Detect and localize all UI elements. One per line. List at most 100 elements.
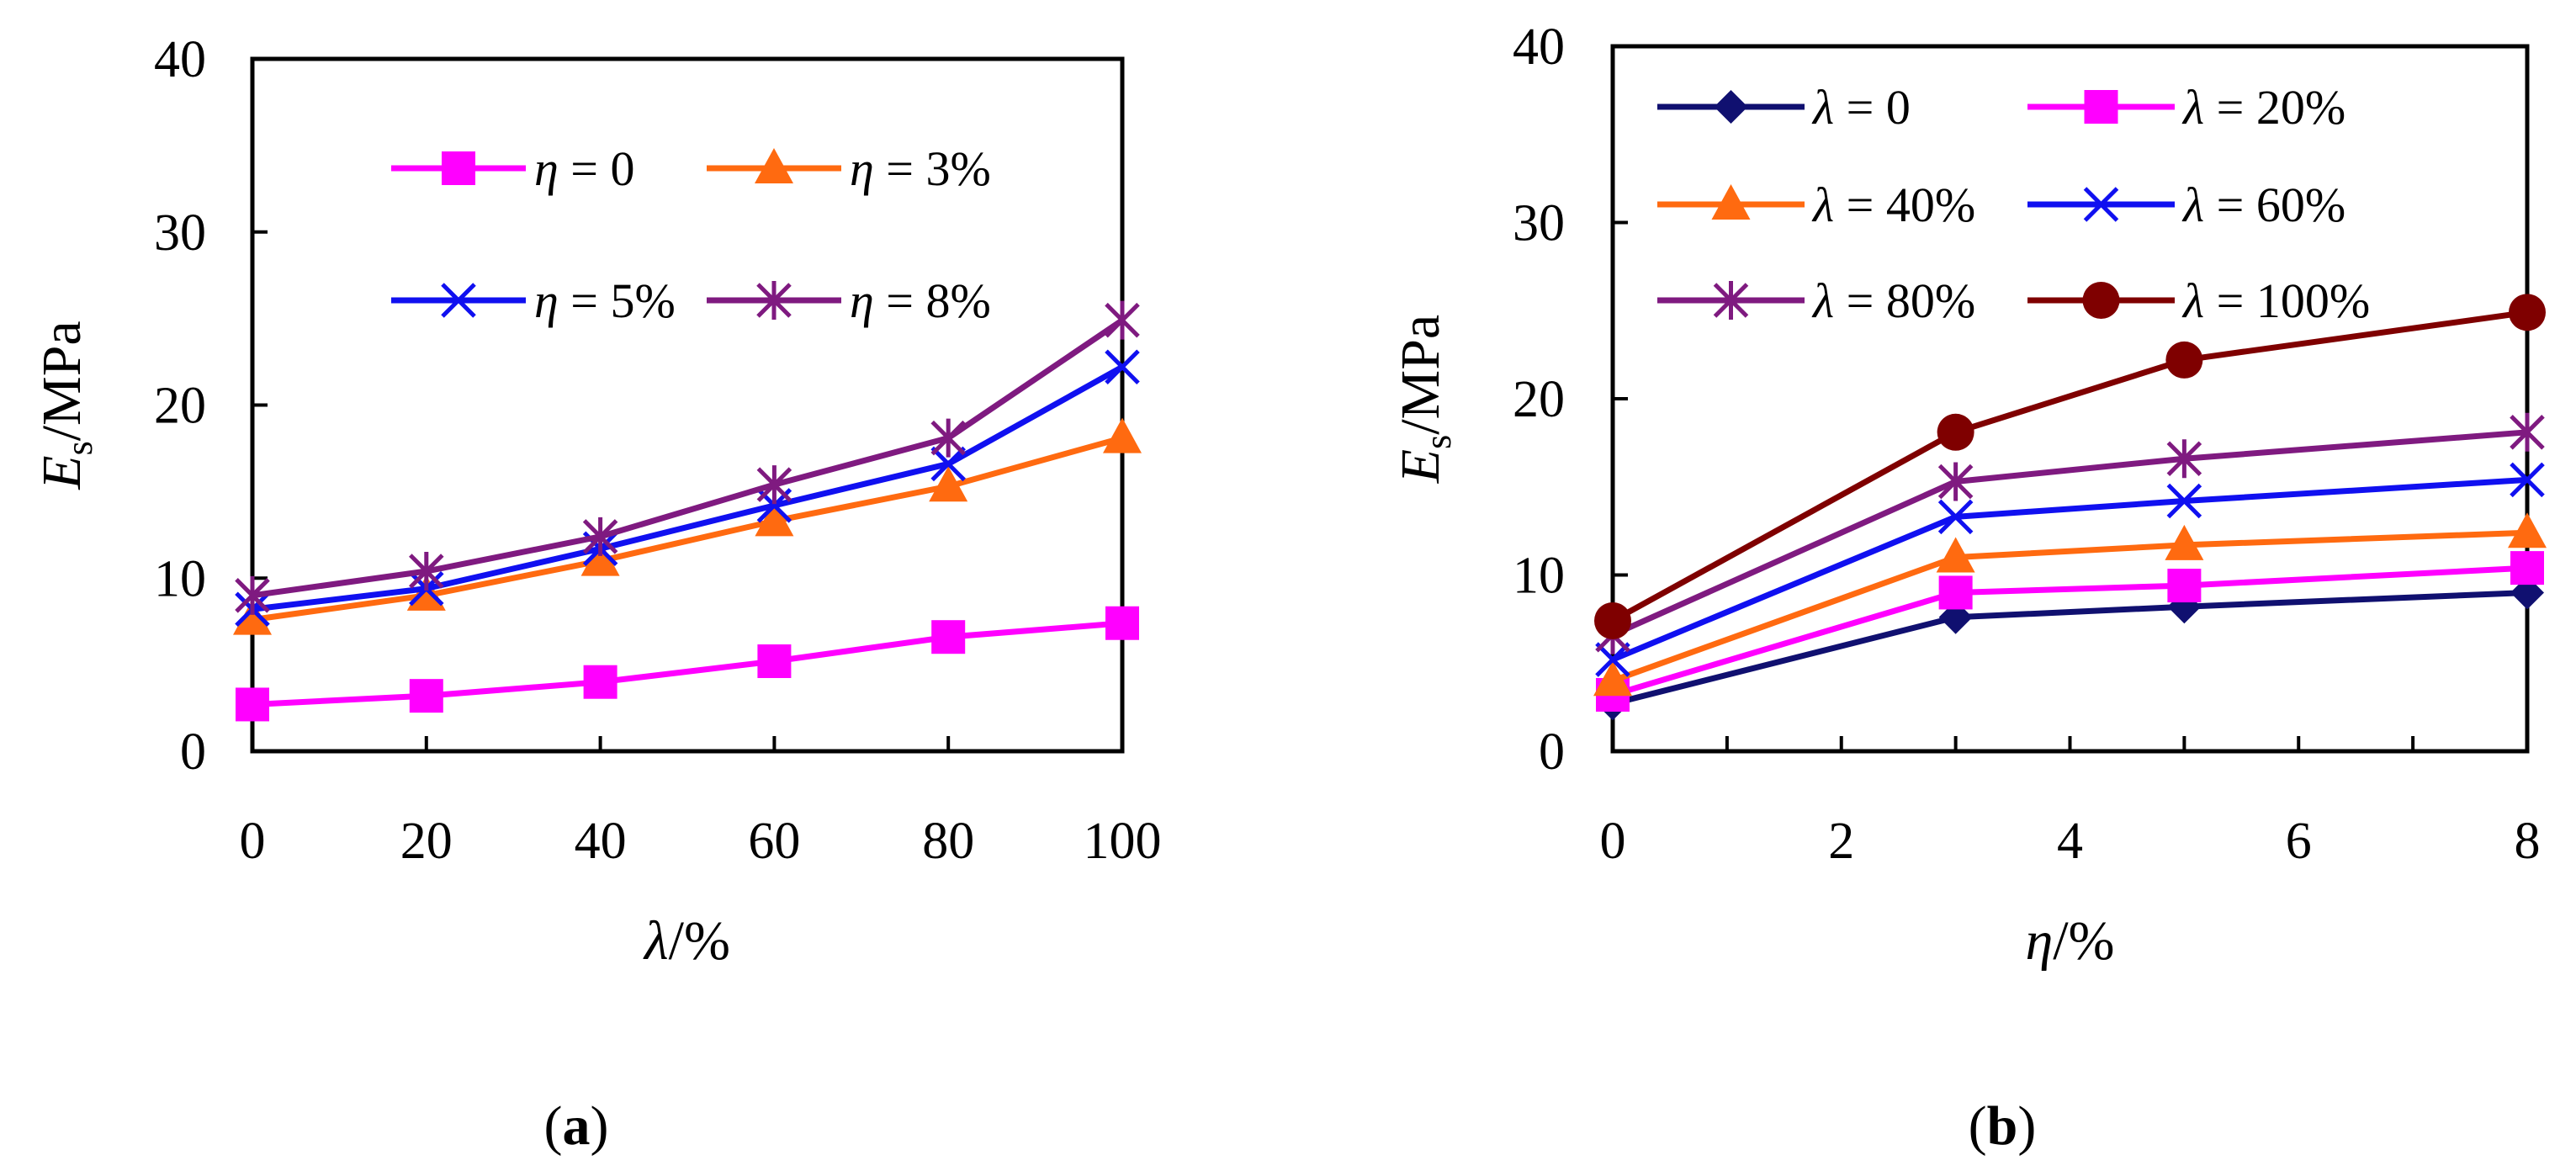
x-tick-label: 6 (2286, 813, 2312, 870)
legend-entry: λ = 40% (1657, 178, 1975, 232)
y-tick-label: 10 (1513, 548, 1565, 605)
data-point (1936, 537, 1975, 573)
legend-label: λ = 80% (1811, 273, 1975, 328)
x-tick-label: 80 (922, 813, 974, 870)
legend-entry: λ = 100% (2027, 273, 2370, 328)
legend-marker (1711, 184, 1751, 220)
legend-marker (2083, 187, 2119, 222)
legend-entry: η = 5% (391, 273, 676, 328)
panel-label: (a) (544, 1095, 609, 1157)
series-line (1611, 529, 2528, 684)
series-λ=0 (1596, 575, 2544, 721)
series-η=5% (235, 349, 1140, 628)
data-point (1105, 300, 1140, 340)
y-tick-label: 40 (1513, 19, 1565, 76)
legend-marker (441, 283, 476, 318)
data-point (2510, 462, 2545, 498)
legend-label: λ = 100% (2181, 273, 2370, 328)
y-tick-label: 30 (1513, 195, 1565, 252)
legend-marker (442, 151, 475, 185)
data-point (583, 665, 617, 699)
y-tick-label: 10 (154, 550, 206, 607)
legend-entry: λ = 0 (1657, 80, 1911, 135)
x-tick-label: 100 (1084, 813, 1162, 870)
legend-marker (2082, 282, 2120, 319)
x-axis-label: η/% (2025, 910, 2114, 972)
legend-entry: λ = 20% (2027, 80, 2345, 135)
data-point (1937, 499, 1974, 535)
legend-label: λ = 40% (1811, 178, 1975, 232)
series-η=0 (236, 606, 1139, 722)
y-tick-label: 40 (154, 31, 206, 88)
y-axis-label: Es/MPa (1390, 315, 1459, 484)
series-η=3% (233, 417, 1142, 635)
legend: λ = 0 λ = 20% λ = 40% λ = 60% λ = 80% λ = 100… (1657, 80, 2370, 328)
y-tick-label: 30 (154, 204, 206, 262)
data-point (1938, 575, 1973, 610)
data-point (409, 552, 444, 591)
data-point (930, 446, 966, 482)
data-point (2510, 412, 2545, 452)
series-line (252, 317, 1124, 599)
data-point (2166, 439, 2202, 479)
data-point (1937, 462, 1974, 501)
series-λ=20% (1596, 551, 2544, 712)
legend-label: η = 3% (850, 141, 991, 196)
series-line (252, 364, 1124, 612)
legend-label: λ = 20% (2181, 80, 2345, 135)
legend-marker (756, 281, 792, 320)
series-line (1611, 429, 2528, 638)
legend-entry: λ = 60% (2027, 178, 2345, 232)
data-point (233, 599, 272, 635)
series-line (252, 435, 1123, 623)
legend-entry: η = 0 (391, 141, 635, 196)
data-point (2165, 341, 2203, 379)
x-tick-label: 0 (1600, 813, 1626, 870)
series-λ=40% (1593, 512, 2547, 697)
legend: η = 0 η = 3% η = 5% η = 8% (391, 141, 991, 328)
x-tick-label: 4 (2057, 813, 2083, 870)
data-point (2508, 512, 2547, 548)
x-tick-label: 2 (1828, 813, 1854, 870)
legend-entry: η = 3% (707, 141, 991, 196)
legend-marker (1713, 281, 1749, 320)
data-point (2167, 569, 2202, 603)
data-point (1103, 417, 1142, 453)
chart-panel-b: 0 10 20 30 40 0 2 4 6 8 λ = 0 λ = 20% λ = 40% λ = 60%… (1390, 19, 2547, 1157)
data-point (409, 679, 443, 713)
series-η=8% (235, 300, 1140, 615)
legend-label: η = 5% (534, 273, 676, 328)
legend-label: η = 8% (850, 273, 991, 328)
data-point (755, 501, 794, 537)
data-point (1105, 349, 1140, 385)
legend-marker (2084, 90, 2118, 124)
y-tick-label: 0 (1539, 723, 1565, 781)
series-line (1611, 309, 2528, 624)
legend-label: λ = 60% (2181, 178, 2345, 232)
data-point (236, 687, 269, 722)
x-tick-label: 60 (748, 813, 800, 870)
y-tick-label: 20 (154, 378, 206, 435)
data-point (756, 465, 792, 505)
legend-label: η = 0 (534, 141, 635, 196)
data-point (406, 575, 446, 611)
data-point (582, 517, 618, 556)
y-tick-label: 20 (1513, 371, 1565, 428)
series-λ=100% (1594, 294, 2546, 639)
data-point (235, 575, 270, 615)
legend-label: λ = 0 (1811, 80, 1911, 135)
y-tick-label: 0 (180, 723, 206, 781)
data-point (1937, 413, 1974, 451)
series-line (1611, 476, 2528, 663)
data-point (580, 540, 620, 576)
legend-entry: η = 8% (707, 273, 991, 328)
legend-entry: λ = 80% (1657, 273, 1975, 328)
series-line (1612, 564, 2528, 698)
series-line (252, 620, 1123, 707)
x-tick-label: 40 (575, 813, 627, 870)
data-point (1105, 606, 1139, 640)
series-line (1612, 589, 2528, 707)
panel-label: (b) (1969, 1095, 2037, 1157)
legend-marker (1714, 90, 1748, 124)
